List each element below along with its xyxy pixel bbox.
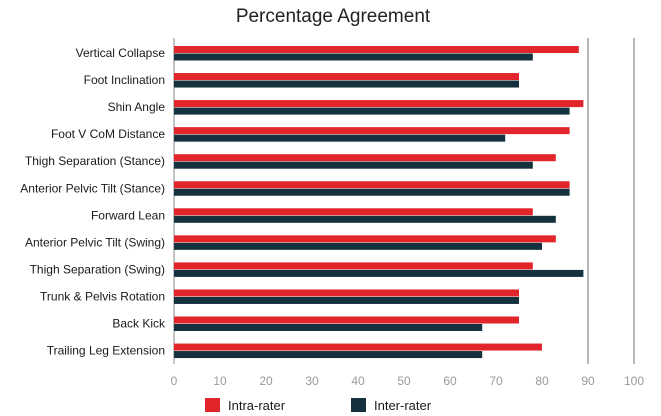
bar-inter-0 — [174, 53, 533, 61]
legend: Intra-rater Inter-rater — [205, 398, 432, 413]
category-label: Thigh Separation (Stance) — [25, 154, 165, 168]
bar-inter-5 — [174, 188, 570, 196]
category-label: Foot Inclination — [84, 73, 165, 87]
bar-intra-9 — [174, 289, 519, 297]
grid — [173, 38, 635, 364]
category-label: Thigh Separation (Swing) — [30, 262, 165, 276]
bar-inter-2 — [174, 107, 570, 115]
bar-inter-11 — [174, 351, 483, 359]
bar-intra-2 — [174, 100, 584, 108]
x-tick-label: 70 — [489, 374, 503, 388]
chart-title: Percentage Agreement — [236, 6, 431, 27]
x-tick-label: 90 — [581, 374, 595, 388]
bar-intra-8 — [174, 262, 533, 270]
bar-intra-10 — [174, 316, 519, 324]
bars — [174, 46, 584, 359]
x-tick-label: 100 — [624, 374, 644, 388]
x-tick-label: 0 — [171, 374, 178, 388]
bar-inter-9 — [174, 296, 519, 304]
bar-intra-6 — [174, 208, 533, 216]
x-tick-label: 20 — [259, 374, 273, 388]
legend-label-0: Intra-rater — [228, 398, 286, 413]
category-label: Trailing Leg Extension — [47, 344, 165, 358]
bar-intra-11 — [174, 343, 542, 351]
bar-inter-4 — [174, 161, 533, 169]
x-tick-label: 30 — [305, 374, 319, 388]
category-label: Back Kick — [112, 317, 166, 331]
bar-inter-8 — [174, 269, 584, 277]
x-tick-labels: 0 10 20 30 40 50 60 70 80 90 100 — [171, 374, 645, 388]
bar-intra-1 — [174, 73, 519, 81]
x-tick-label: 10 — [213, 374, 227, 388]
x-tick-label: 40 — [351, 374, 365, 388]
bar-intra-7 — [174, 235, 556, 243]
bar-inter-10 — [174, 324, 483, 331]
category-label: Anterior Pelvic Tilt (Swing) — [25, 235, 165, 249]
category-label: Vertical Collapse — [76, 46, 166, 60]
category-label: Foot V CoM Distance — [51, 127, 165, 141]
bar-intra-5 — [174, 181, 570, 189]
bar-inter-1 — [174, 80, 519, 88]
legend-swatch-0 — [205, 398, 220, 412]
legend-label-1: Inter-rater — [374, 398, 432, 413]
category-label: Shin Angle — [108, 100, 166, 114]
x-tick-label: 80 — [535, 374, 549, 388]
bar-intra-3 — [174, 127, 570, 135]
category-label: Trunk & Pelvis Rotation — [40, 289, 165, 303]
x-tick-label: 60 — [443, 374, 457, 388]
bar-intra-4 — [174, 154, 556, 162]
x-tick-label: 50 — [397, 374, 411, 388]
category-labels: Vertical Collapse Foot Inclination Shin An… — [20, 46, 166, 358]
bar-intra-0 — [174, 46, 579, 53]
bar-inter-6 — [174, 215, 556, 223]
legend-swatch-1 — [351, 398, 366, 412]
category-label: Anterior Pelvic Tilt (Stance) — [20, 181, 165, 195]
bar-inter-7 — [174, 242, 542, 250]
bar-inter-3 — [174, 134, 506, 142]
category-label: Forward Lean — [91, 208, 165, 222]
